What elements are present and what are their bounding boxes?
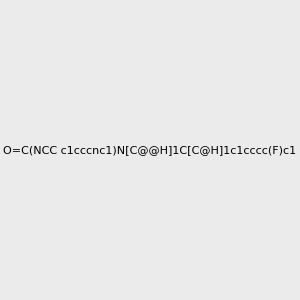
Text: O=C(NCC c1cccnc1)N[C@@H]1C[C@H]1c1cccc(F)c1: O=C(NCC c1cccnc1)N[C@@H]1C[C@H]1c1cccc(F… — [3, 145, 297, 155]
